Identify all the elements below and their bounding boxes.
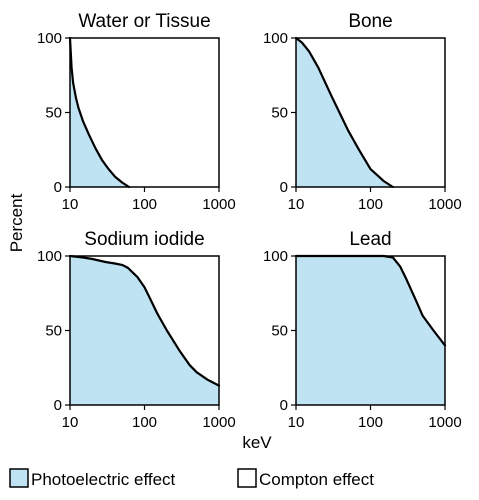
y-tick-label-bone: 50	[271, 105, 288, 122]
x-tick-label-bone: 10	[288, 196, 305, 213]
boundary-curve-bone	[294, 36, 394, 189]
x-tick-label-bone: 100	[358, 196, 383, 213]
y-tick-label-bone: 100	[263, 30, 288, 47]
legend-item-compton: Compton effect	[237, 468, 374, 489]
x-tick-label-sodium-iodide: 1000	[202, 414, 235, 431]
y-tick-label-bone: 0	[280, 179, 288, 196]
y-tick-label-water-or-tissue: 0	[54, 179, 62, 196]
boundary-curve-sodium-iodide	[68, 254, 221, 387]
panel-title-bone: Bone	[348, 11, 392, 32]
panel-title-sodium-iodide: Sodium iodide	[84, 229, 204, 250]
x-axis-title: keV	[242, 433, 272, 452]
y-tick-label-lead: 50	[271, 323, 288, 340]
x-tick-label-sodium-iodide: 100	[132, 414, 157, 431]
photoelectric-area-lead	[296, 256, 445, 405]
y-tick-label-water-or-tissue: 50	[45, 105, 62, 122]
x-tick-label-water-or-tissue: 10	[62, 196, 79, 213]
legend-swatch-compton	[237, 468, 257, 488]
legend-swatch-photoelectric	[9, 468, 29, 488]
y-tick-label-sodium-iodide: 100	[37, 248, 62, 265]
x-tick-label-lead: 10	[288, 414, 305, 431]
x-tick-label-water-or-tissue: 100	[132, 196, 157, 213]
y-tick-label-lead: 100	[263, 248, 288, 265]
panel-title-water-or-tissue: Water or Tissue	[78, 11, 210, 32]
x-tick-label-bone: 1000	[428, 196, 461, 213]
x-tick-label-lead: 100	[358, 414, 383, 431]
legend-label-compton: Compton effect	[259, 470, 374, 489]
photoelectric-area-sodium-iodide	[70, 256, 219, 405]
photoelectric-area-bone	[296, 38, 393, 187]
y-tick-label-water-or-tissue: 100	[37, 30, 62, 47]
y-tick-label-sodium-iodide: 0	[54, 397, 62, 414]
photoelectric-area-water-or-tissue	[70, 38, 129, 187]
panel-sodium-iodide: Sodium iodide 10 100 1000 0 50 100	[37, 229, 236, 431]
panel-bone: Bone 10 100 1000 0 50 100	[263, 11, 462, 213]
y-tick-label-sodium-iodide: 50	[45, 323, 62, 340]
y-axis-title: Percent	[7, 193, 26, 252]
panel-title-lead: Lead	[349, 229, 391, 250]
legend-label-photoelectric: Photoelectric effect	[31, 470, 176, 489]
panel-lead: Lead 10 100 1000 0 50 100	[263, 229, 462, 431]
y-tick-label-lead: 0	[280, 397, 288, 414]
x-tick-label-water-or-tissue: 1000	[202, 196, 235, 213]
boundary-curve-water-or-tissue	[68, 36, 131, 189]
panel-water-or-tissue: Water or Tissue 10 100 1000 0 50 100	[37, 11, 236, 213]
x-tick-label-sodium-iodide: 10	[62, 414, 79, 431]
legend-item-photoelectric: Photoelectric effect	[9, 468, 176, 489]
legend: Photoelectric effect Compton effect	[9, 468, 374, 489]
x-tick-label-lead: 1000	[428, 414, 461, 431]
